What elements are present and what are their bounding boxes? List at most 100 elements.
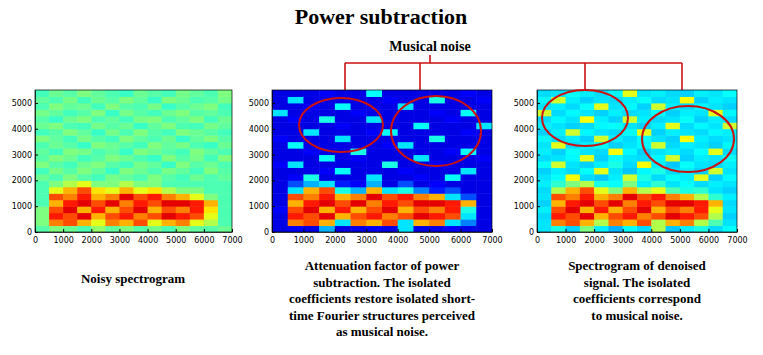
heatmap-cell xyxy=(148,90,163,97)
heatmap-cell xyxy=(382,213,398,220)
heatmap-cell xyxy=(461,90,477,97)
y-tick: 4000 xyxy=(249,125,275,134)
heatmap-cell xyxy=(461,167,477,174)
heatmap-cell xyxy=(204,103,219,110)
heatmap-cell xyxy=(398,206,414,213)
heatmap-cell xyxy=(537,206,552,213)
heatmap-cell xyxy=(335,219,351,226)
heatmap-cell xyxy=(637,96,652,103)
heatmap-cell xyxy=(413,187,429,194)
heatmap-cell xyxy=(651,213,666,220)
heatmap-cell xyxy=(204,148,219,155)
heatmap-cell xyxy=(91,200,106,207)
heatmap-cell xyxy=(429,96,445,103)
heatmap-cell xyxy=(176,226,191,232)
heatmap-cell xyxy=(413,180,429,187)
heatmap-cell xyxy=(694,155,709,162)
heatmap-cell xyxy=(382,103,398,110)
heatmap-cell xyxy=(608,200,623,207)
heatmap-cell xyxy=(566,155,581,162)
heatmap-cell xyxy=(382,167,398,174)
heatmap-cell xyxy=(119,219,134,226)
heatmap-cell xyxy=(637,167,652,174)
y-tick: 0 xyxy=(27,228,38,237)
heatmap-cell xyxy=(551,116,566,123)
heatmap-cell xyxy=(272,219,288,226)
heatmap-cell xyxy=(694,161,709,168)
heatmap-cell xyxy=(35,180,50,187)
heatmap-cell xyxy=(35,122,50,129)
y-tick-mark xyxy=(272,206,275,207)
heatmap-cell xyxy=(680,193,695,200)
x-tick-mark xyxy=(566,229,567,232)
heatmap-cell xyxy=(218,109,232,116)
heatmap-cell xyxy=(476,174,492,181)
heatmap-cell xyxy=(445,206,461,213)
y-tick-label: 0 xyxy=(27,228,32,237)
heatmap-cell xyxy=(680,135,695,142)
heatmap-cell xyxy=(366,219,382,226)
heatmap-cell xyxy=(272,226,288,232)
x-tick-mark xyxy=(398,229,399,232)
heatmap-cell xyxy=(77,135,92,142)
x-tick: 7000 xyxy=(727,229,747,245)
heatmap-cell xyxy=(445,193,461,200)
heatmap-cell xyxy=(35,174,50,181)
heatmap-cell xyxy=(476,90,492,97)
heatmap-cell xyxy=(366,90,382,97)
heatmap-cell xyxy=(637,200,652,207)
heatmap-cell xyxy=(351,167,367,174)
heatmap-cell xyxy=(190,161,205,168)
heatmap-cell xyxy=(429,135,445,142)
x-axis: 01000200030004000500060007000 xyxy=(33,229,243,245)
heatmap-cell xyxy=(204,213,219,220)
heatmap-cell xyxy=(49,96,64,103)
heatmap-cell xyxy=(190,193,205,200)
heatmap-cell xyxy=(288,155,304,162)
heatmap-cell xyxy=(335,161,351,168)
heatmap-cell xyxy=(119,122,134,129)
heatmap-cell xyxy=(303,226,319,232)
heatmap-cell xyxy=(335,174,351,181)
y-tick: 0 xyxy=(264,228,275,237)
heatmap-cell xyxy=(335,193,351,200)
heatmap-cell xyxy=(218,167,232,174)
heatmap-cell xyxy=(429,174,445,181)
heatmap-cell xyxy=(708,200,723,207)
heatmap-cell xyxy=(537,226,552,232)
y-tick-label: 2000 xyxy=(514,176,534,185)
heatmap-cell xyxy=(708,206,723,213)
heatmap-cell xyxy=(694,174,709,181)
heatmap-cell xyxy=(288,174,304,181)
heatmap-cell xyxy=(429,155,445,162)
heatmap-cell xyxy=(551,187,566,194)
heatmap-cell xyxy=(119,174,134,181)
heatmap-cell xyxy=(272,206,288,213)
heatmap-cell xyxy=(694,219,709,226)
panel-caption: Noisy spectrogram xyxy=(81,271,185,286)
heatmap-cell xyxy=(680,206,695,213)
heatmap-cell xyxy=(351,129,367,136)
heatmap-cell xyxy=(651,122,666,129)
heatmap-cell xyxy=(445,180,461,187)
heatmap-cell xyxy=(445,226,461,232)
heatmap-cell xyxy=(723,129,737,136)
heatmap-cell xyxy=(148,122,163,129)
x-tick: 3000 xyxy=(613,229,633,245)
heatmap-cells xyxy=(272,90,492,232)
heatmap-cell xyxy=(77,155,92,162)
heatmap-cell xyxy=(77,96,92,103)
heatmap-cell xyxy=(335,135,351,142)
heatmap-cell xyxy=(366,180,382,187)
heatmap-cell xyxy=(35,142,50,149)
heatmap-cell xyxy=(382,161,398,168)
heatmap-cell xyxy=(594,226,609,232)
heatmap-cell xyxy=(204,142,219,149)
heatmap-cell xyxy=(134,96,149,103)
heatmap-cell xyxy=(608,219,623,226)
x-tick-mark xyxy=(335,229,336,232)
heatmap-cell xyxy=(288,200,304,207)
x-tick-label: 0 xyxy=(270,236,275,245)
heatmap-cell xyxy=(176,129,191,136)
heatmap-cell xyxy=(680,219,695,226)
